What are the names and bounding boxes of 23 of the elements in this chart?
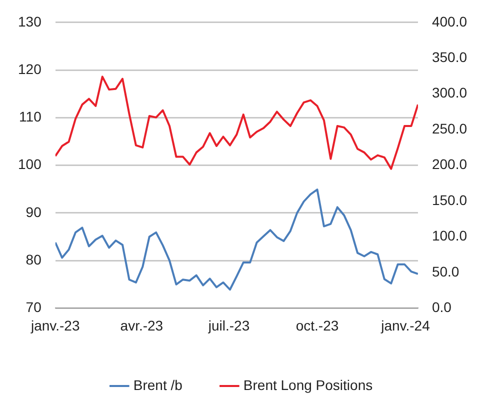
y2-tick-label: 0.0 <box>432 299 452 316</box>
y-tick-label: 130 <box>18 13 42 30</box>
y2-tick-label: 50.0 <box>432 263 460 280</box>
y2-tick-label: 250.0 <box>432 120 468 136</box>
y2-tick-label: 300.0 <box>432 84 468 101</box>
x-tick-label: oct.-23 <box>296 317 339 334</box>
y-tick-label: 70 <box>26 299 42 316</box>
y2-tick-label: 400.0 <box>432 13 468 30</box>
y-tick-label: 110 <box>19 108 42 125</box>
x-tick-label: janv.-23 <box>30 317 80 334</box>
y-tick-label: 80 <box>26 251 42 268</box>
x-tick-label: avr.-23 <box>120 317 164 334</box>
y-tick-label: 120 <box>18 60 42 77</box>
y2-tick-label: 200.0 <box>432 156 468 172</box>
y2-tick-label: 350.0 <box>432 48 468 65</box>
x-tick-label: janv.-24 <box>380 317 430 334</box>
y-tick-label: 90 <box>26 204 42 220</box>
legend-label: Brent Long Positions <box>243 376 373 393</box>
y2-tick-label: 100.0 <box>432 228 468 244</box>
y-tick-label: 100 <box>18 156 42 172</box>
x-tick-label: juil.-23 <box>207 317 250 334</box>
legend-label: Brent /b <box>133 376 183 393</box>
y2-tick-label: 150.0 <box>432 192 468 208</box>
